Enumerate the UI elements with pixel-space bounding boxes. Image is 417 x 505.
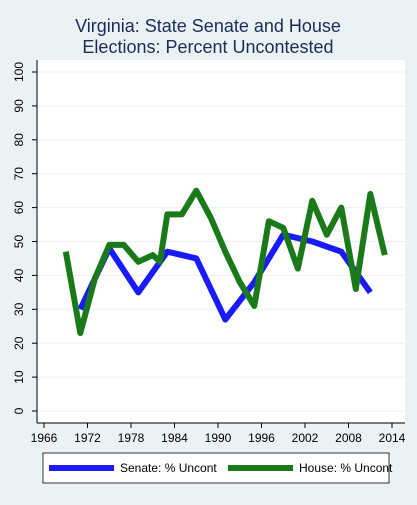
y-tick-label: 100 — [12, 62, 26, 82]
y-tick-label: 20 — [12, 336, 26, 350]
y-tick-label: 30 — [12, 302, 26, 316]
legend-label: Senate: % Uncont — [120, 461, 217, 475]
y-tick-label: 10 — [12, 370, 26, 384]
x-tick-label: 2014 — [379, 431, 406, 445]
y-tick-label: 50 — [12, 235, 26, 249]
chart-title-line-1: Virginia: State Senate and House — [75, 16, 341, 36]
series-line-senate — [77, 231, 373, 323]
y-tick-label: 0 — [12, 407, 26, 414]
axes: 0 10 20 30 40 50 60 70 80 90 100 1966 1972 1978 1984 19… — [12, 60, 406, 445]
x-tick-label: 1966 — [31, 431, 58, 445]
y-tick-label: 70 — [12, 167, 26, 181]
series-lines — [62, 187, 388, 336]
series-line-house — [62, 187, 388, 336]
x-tick-label: 1972 — [74, 431, 101, 445]
y-tick-label: 60 — [12, 201, 26, 215]
x-tick-label: 2002 — [292, 431, 319, 445]
y-tick-label: 40 — [12, 268, 26, 282]
y-tick-label: 80 — [12, 133, 26, 147]
x-tick-label: 1996 — [248, 431, 275, 445]
legend: Senate: % Uncont House: % Uncont — [49, 461, 393, 475]
legend-label: House: % Uncont — [299, 461, 393, 475]
x-tick-label: 2008 — [335, 431, 362, 445]
chart-title-line-2: Elections: Percent Uncontested — [82, 37, 333, 57]
x-tick-label: 1978 — [118, 431, 145, 445]
y-tick-label: 90 — [12, 99, 26, 113]
x-tick-label: 1984 — [161, 431, 188, 445]
x-tick-label: 1990 — [205, 431, 232, 445]
